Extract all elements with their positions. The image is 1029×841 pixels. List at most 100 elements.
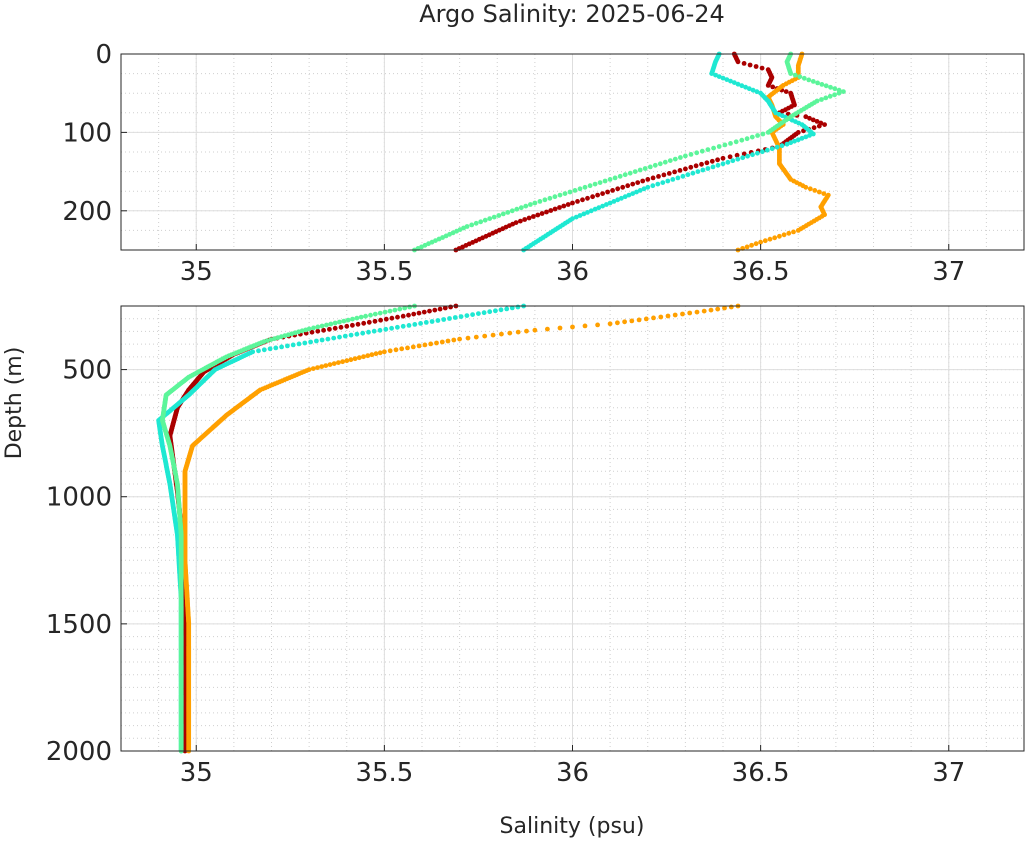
data-point <box>622 319 627 325</box>
data-point <box>592 206 598 212</box>
data-point <box>427 308 432 314</box>
data-point <box>592 181 598 187</box>
data-point <box>827 93 833 99</box>
data-point <box>535 212 541 218</box>
data-point <box>327 362 333 367</box>
data-point <box>605 189 610 195</box>
data-point <box>596 205 602 211</box>
data-point <box>727 154 733 160</box>
data-point <box>735 81 741 87</box>
data-point <box>441 317 447 322</box>
data-point <box>632 169 638 175</box>
data-point <box>557 192 563 198</box>
data-point <box>630 191 636 197</box>
data-point <box>627 170 633 176</box>
data-point <box>803 184 809 190</box>
data-point <box>383 316 389 322</box>
data-point <box>315 328 321 334</box>
lower-depth-panel: 35 35.5 36 36.5 37 500 1000 1500 2000 <box>46 303 1025 788</box>
data-point <box>661 172 667 178</box>
data-point <box>685 172 691 178</box>
data-point <box>435 318 441 323</box>
data-point <box>637 188 643 193</box>
data-point <box>758 239 763 245</box>
data-point <box>710 164 716 170</box>
data-point <box>515 329 521 335</box>
data-point <box>590 194 595 200</box>
data-point <box>819 82 825 87</box>
data-point <box>545 326 550 332</box>
data-point <box>532 327 538 333</box>
data-point <box>744 136 750 142</box>
data-point <box>310 366 316 371</box>
data-point <box>548 208 554 213</box>
data-point <box>360 330 366 336</box>
data-point <box>585 210 590 215</box>
data-point <box>434 340 439 346</box>
data-point <box>496 213 502 218</box>
data-point <box>410 344 416 350</box>
data-point <box>448 304 453 310</box>
data-point <box>741 61 747 66</box>
data-point <box>625 183 631 189</box>
data-point <box>600 191 605 197</box>
data-point <box>518 205 524 211</box>
data-point <box>716 144 722 149</box>
data-point <box>314 338 319 344</box>
data-point <box>636 317 642 323</box>
data-point <box>393 347 399 353</box>
data-point <box>811 125 817 131</box>
data-point <box>336 360 341 365</box>
data-point <box>285 343 290 349</box>
data-point <box>481 310 487 316</box>
data-point <box>498 307 504 313</box>
data-point <box>720 155 726 161</box>
data-point <box>814 119 820 124</box>
data-point <box>324 322 329 328</box>
data-point <box>256 348 261 354</box>
data-point <box>626 192 632 198</box>
data-point <box>595 192 600 198</box>
data-point <box>602 178 608 184</box>
data-point <box>447 316 452 321</box>
lower-tick-labels: 35 35.5 36 36.5 37 500 1000 1500 2000 <box>46 356 965 788</box>
data-point <box>354 331 360 337</box>
data-point <box>665 178 671 184</box>
data-point <box>750 152 755 158</box>
data-point <box>354 315 360 321</box>
y-tick-label: 200 <box>62 197 112 227</box>
x-tick-label: 35.5 <box>355 758 413 788</box>
data-point <box>482 217 488 223</box>
data-point <box>735 59 741 65</box>
data-point <box>803 114 809 120</box>
data-point <box>821 191 827 197</box>
x-tick-label: 35 <box>180 257 213 287</box>
data-point <box>595 322 600 328</box>
data-point <box>630 181 636 187</box>
data-point <box>557 325 563 331</box>
data-point <box>816 123 822 129</box>
data-point <box>570 200 575 206</box>
data-point <box>319 364 325 369</box>
data-point <box>622 194 628 200</box>
data-point <box>411 311 417 317</box>
data-point <box>315 365 320 370</box>
data-point <box>421 309 427 315</box>
data-point <box>352 356 358 362</box>
data-point <box>365 353 371 359</box>
data-point <box>328 321 334 327</box>
data-point <box>615 186 621 192</box>
data-point <box>655 181 661 187</box>
data-point <box>795 228 801 233</box>
data-point <box>372 318 378 324</box>
data-point <box>487 216 493 222</box>
data-point <box>580 197 585 203</box>
data-point <box>429 319 435 324</box>
data-point <box>557 205 562 210</box>
data-point <box>565 202 571 207</box>
data-point <box>577 186 583 192</box>
data-point <box>585 195 590 201</box>
data-point <box>634 189 639 195</box>
data-point <box>518 218 523 224</box>
data-point <box>823 83 829 89</box>
